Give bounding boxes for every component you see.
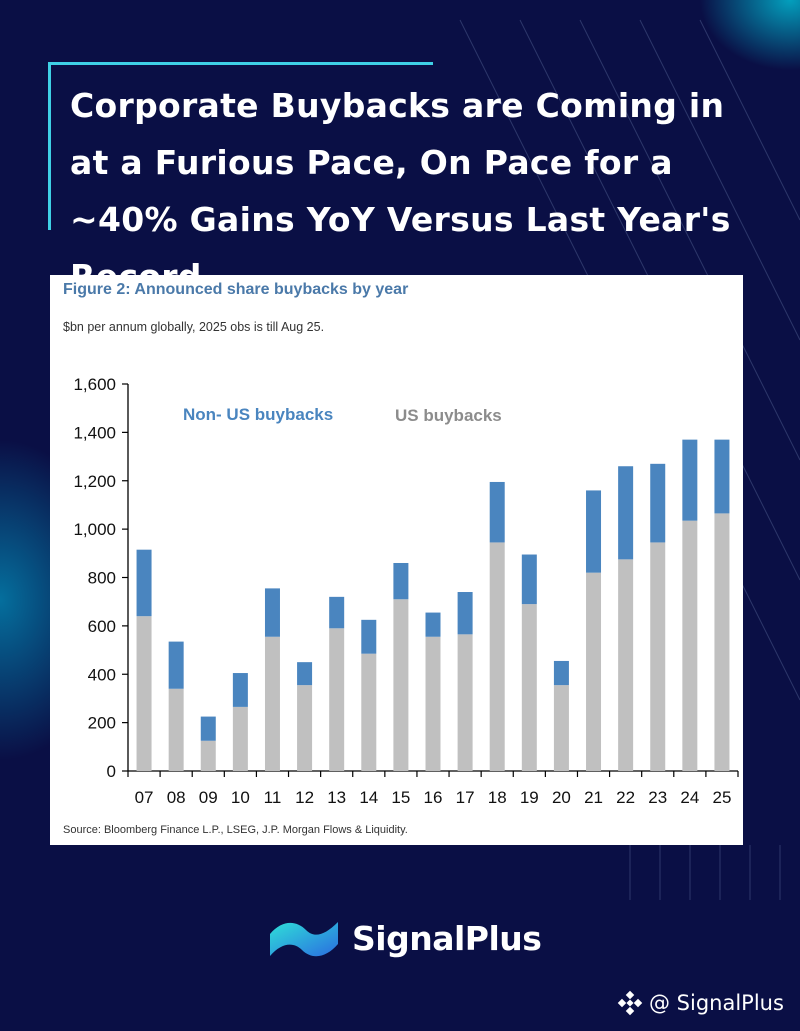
x-tick-label: 21 [584, 788, 603, 807]
x-tick-label: 22 [616, 788, 635, 807]
bar-non-us-buybacks [457, 592, 473, 635]
bar-us-buybacks [489, 542, 505, 771]
bar-non-us-buybacks [200, 716, 216, 741]
bar-us-buybacks [457, 634, 473, 771]
bar-non-us-buybacks [329, 596, 345, 629]
bar-us-buybacks [393, 599, 409, 771]
bar-us-buybacks [618, 559, 634, 771]
bar-non-us-buybacks [586, 490, 602, 573]
bar-non-us-buybacks [297, 662, 313, 686]
x-tick-label: 13 [327, 788, 346, 807]
bar-non-us-buybacks [232, 673, 248, 707]
x-tick-label: 17 [456, 788, 475, 807]
bar-non-us-buybacks [682, 439, 698, 521]
x-tick-label: 16 [424, 788, 443, 807]
y-tick-label: 600 [88, 617, 116, 636]
bar-non-us-buybacks [136, 549, 152, 617]
bar-us-buybacks [136, 616, 152, 771]
bar-non-us-buybacks [264, 588, 280, 637]
x-tick-label: 10 [231, 788, 250, 807]
bar-us-buybacks [586, 572, 602, 771]
x-tick-label: 09 [199, 788, 218, 807]
bar-us-buybacks [650, 542, 666, 771]
bar-us-buybacks [425, 636, 441, 771]
bar-us-buybacks [682, 520, 698, 771]
x-tick-label: 25 [712, 788, 731, 807]
handle-text: @ SignalPlus [649, 991, 784, 1015]
figure-subtitle: $bn per annum globally, 2025 obs is till… [63, 320, 325, 334]
x-tick-label: 20 [552, 788, 571, 807]
figure-source: Source: Bloomberg Finance L.P., LSEG, J.… [63, 824, 408, 836]
y-tick-label: 400 [88, 665, 116, 684]
bar-us-buybacks [264, 636, 280, 771]
bar-us-buybacks [297, 685, 313, 771]
x-tick-label: 07 [135, 788, 154, 807]
bar-non-us-buybacks [521, 554, 537, 605]
y-tick-label: 800 [88, 569, 116, 588]
buybacks-chart: 0 200 400 600 800 1,000 1,200 1,400 1,600 07 08 09 1… [73, 375, 739, 807]
x-tick-label: 14 [359, 788, 378, 807]
bar-non-us-buybacks [553, 660, 569, 686]
bar-us-buybacks [200, 740, 216, 771]
brand-lockup: SignalPlus [268, 912, 542, 964]
bar-us-buybacks [168, 688, 184, 771]
bar-us-buybacks [232, 706, 248, 771]
bar-non-us-buybacks [650, 463, 666, 543]
bar-non-us-buybacks [618, 466, 634, 560]
social-handle: @ SignalPlus [617, 990, 784, 1016]
x-tick-label: 12 [295, 788, 314, 807]
x-tick-label: 19 [520, 788, 539, 807]
signalplus-logo-icon [270, 922, 338, 957]
y-tick-label: 1,400 [73, 423, 116, 442]
bar-us-buybacks [521, 604, 537, 771]
bar-non-us-buybacks [714, 439, 730, 514]
page-title: Corporate Buybacks are Coming in at a Fu… [70, 86, 731, 296]
legend-non-us-buybacks: Non- US buybacks [183, 405, 333, 424]
y-tick-label: 1,000 [73, 520, 116, 539]
bar-non-us-buybacks [393, 562, 409, 600]
bar-non-us-buybacks [489, 481, 505, 543]
x-tick-label: 15 [391, 788, 410, 807]
binance-diamond-icon [617, 990, 643, 1016]
x-tick-label: 18 [488, 788, 507, 807]
bar-non-us-buybacks [425, 612, 441, 637]
bar-us-buybacks [553, 685, 569, 771]
y-tick-label: 1,600 [73, 375, 116, 394]
x-tick-label: 24 [680, 788, 699, 807]
bar-non-us-buybacks [361, 619, 377, 654]
y-tick-label: 200 [88, 714, 116, 733]
bar-us-buybacks [329, 628, 345, 771]
x-tick-label: 11 [264, 788, 282, 807]
bar-us-buybacks [714, 513, 730, 771]
y-tick-label: 1,200 [73, 472, 116, 491]
x-tick-label: 08 [167, 788, 186, 807]
y-tick-label: 0 [107, 762, 116, 781]
title-frame [48, 62, 433, 230]
chart-card: 0 200 400 600 800 1,000 1,200 1,400 1,600 07 08 09 1… [50, 275, 743, 845]
legend-us-buybacks: US buybacks [395, 406, 502, 425]
x-tick-label: 23 [648, 788, 667, 807]
figure-title: Figure 2: Announced share buybacks by ye… [63, 281, 409, 298]
brand-name: SignalPlus [352, 918, 542, 958]
bar-non-us-buybacks [168, 641, 184, 689]
bar-us-buybacks [361, 653, 377, 771]
